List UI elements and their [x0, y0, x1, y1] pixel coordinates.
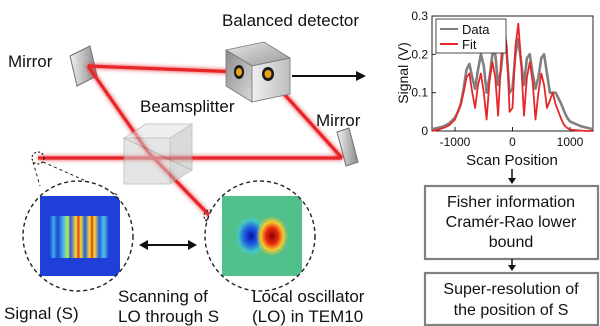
scan-double-arrow [139, 240, 197, 250]
signal-profile-image [40, 216, 120, 258]
balanced-detector [224, 41, 292, 103]
y-tick-label: 0.2 [411, 47, 428, 61]
series-fit-line [431, 22, 593, 132]
beam-mirror-to-detector-a [87, 64, 241, 74]
scanning-label-line2: LO through S [118, 307, 219, 326]
lo-label-line1: Local oscillator [252, 287, 365, 306]
y-tick-label: 0.3 [411, 9, 428, 23]
chart-legend: Data Fit [435, 18, 507, 54]
y-tick-label: 0.1 [411, 86, 428, 100]
beamsplitter-cube [122, 123, 194, 185]
flow-arrow-1 [508, 169, 516, 184]
flow-arrow-2 [508, 259, 516, 271]
fisher-line1: Fisher information [447, 194, 575, 211]
super-resolution-box: Super-resolution of the position of S [423, 271, 600, 326]
fisher-box: Fisher information Cramér-Rao lower boun… [423, 184, 600, 261]
fisher-line3: bound [489, 234, 534, 251]
signal-label: Signal (S) [4, 304, 79, 323]
chart-xlabel: Scan Position [466, 152, 558, 169]
chart-axes: 0 0.1 0.2 0.3 -1000 0 1000 [411, 9, 583, 149]
y-tick-label: 0 [421, 124, 428, 138]
series-data-line [431, 37, 594, 131]
mirror-right-shape [336, 127, 359, 167]
scanning-label-line1: Scanning of [118, 287, 208, 306]
x-tick-label: -1000 [440, 135, 471, 149]
fisher-box-border [423, 184, 600, 261]
signal-chart: 0 0.1 0.2 0.3 -1000 0 1000 Data Fit Signal (V)… [395, 9, 594, 169]
output-arrow [292, 71, 366, 81]
super-resolution-line1: Super-resolution of [443, 281, 579, 298]
mirror-left-shape [69, 45, 98, 87]
signal-zoom [22, 180, 134, 292]
chart-series [431, 22, 594, 132]
super-resolution-box-border [423, 271, 600, 326]
fisher-line2: Cramér-Rao lower [446, 214, 577, 231]
mirror-left-label: Mirror [8, 52, 53, 71]
chart-ylabel: Signal (V) [395, 42, 411, 103]
lo-zoom [204, 180, 316, 292]
balanced-detector-label: Balanced detector [222, 11, 359, 30]
legend-fit-label: Fit [462, 37, 477, 52]
signal-marker [31, 151, 45, 165]
x-tick-label: 0 [509, 135, 516, 149]
beamsplitter-label: Beamsplitter [140, 97, 235, 116]
x-tick-label: 1000 [557, 135, 584, 149]
super-resolution-line2: the position of S [454, 302, 569, 319]
lo-label-line2: (LO) in TEM10 [252, 307, 363, 326]
legend-data-label: Data [462, 22, 490, 37]
legend-box [435, 18, 507, 54]
mirror-right-label: Mirror [316, 111, 361, 130]
